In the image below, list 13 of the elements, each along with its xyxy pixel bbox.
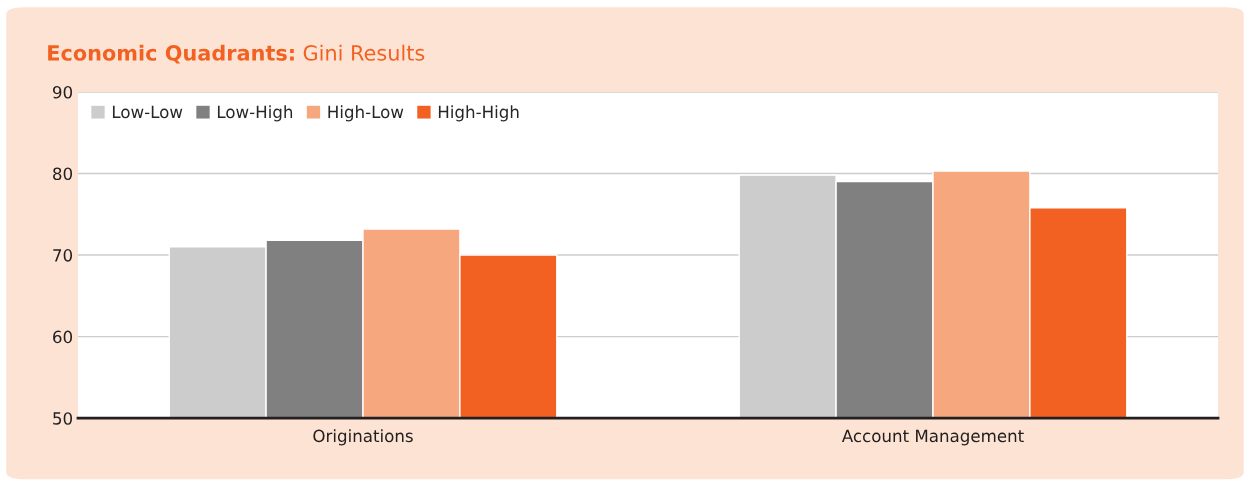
x-tick-label: Originations: [313, 429, 413, 446]
y-tick-label: 90: [52, 85, 73, 99]
y-tick-label: 60: [53, 330, 73, 344]
legend-label: Low-Low: [112, 105, 183, 119]
chart-title: Economic Quadrants:: [48, 44, 294, 64]
y-tick-label: 50: [53, 412, 73, 425]
legend-label: High-High: [438, 105, 519, 122]
x-tick-label: Account Management: [841, 429, 1024, 446]
chart-subtitle: Gini Results: [303, 44, 425, 61]
y-tick-label: 80: [53, 167, 73, 181]
legend-label: High-Low: [328, 105, 404, 122]
y-tick-label: 70: [53, 249, 73, 262]
legend-label: Low-High: [217, 105, 293, 122]
